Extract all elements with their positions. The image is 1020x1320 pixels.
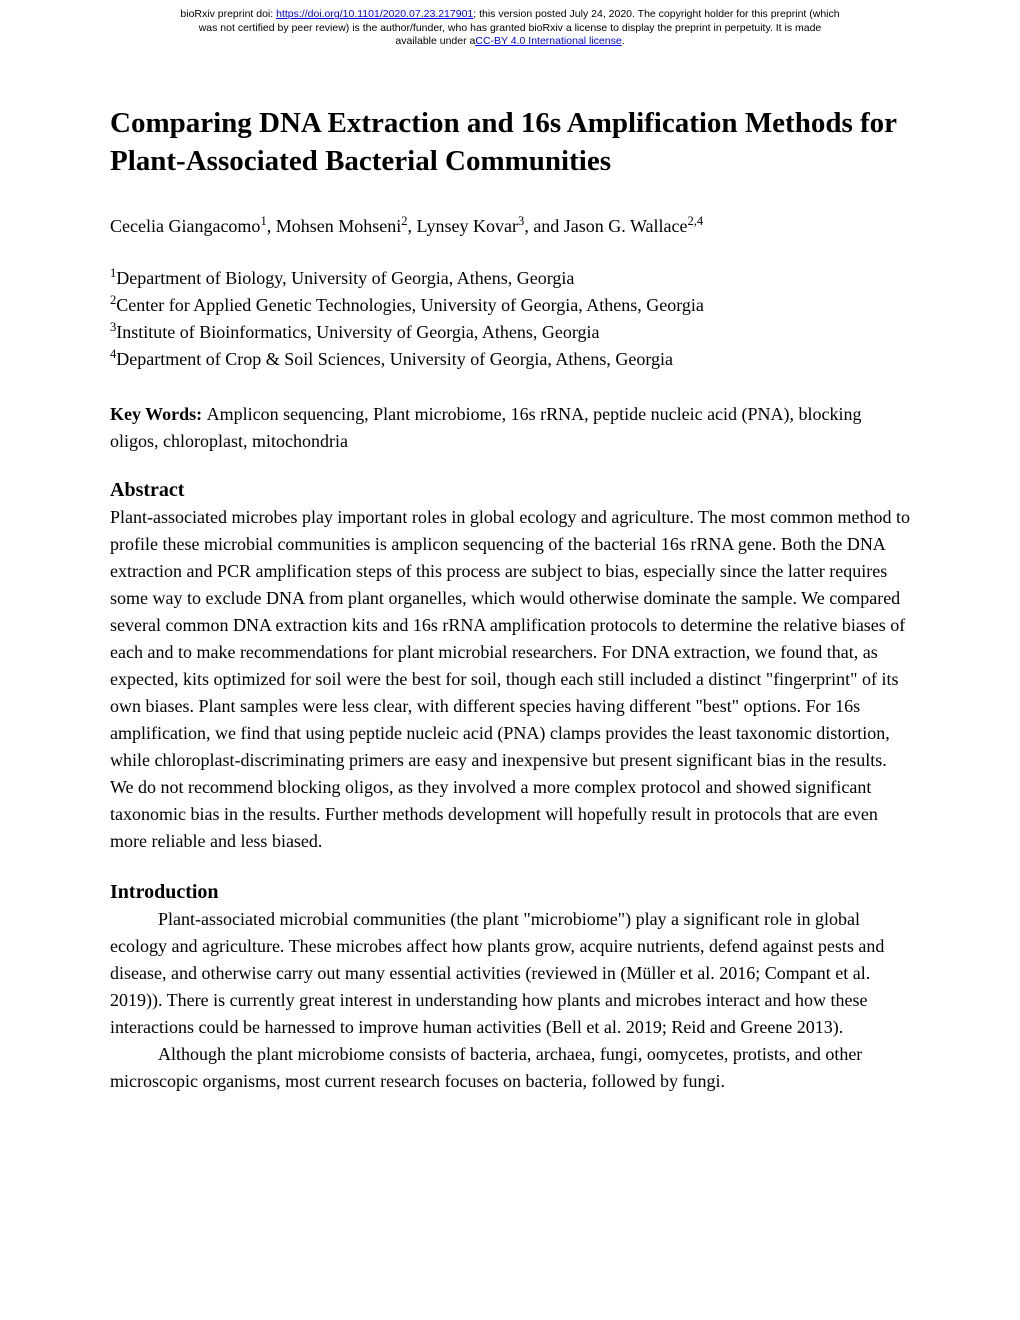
abstract-body: Plant-associated microbes play important… xyxy=(110,504,910,855)
paper-title: Comparing DNA Extraction and 16s Amplifi… xyxy=(110,105,910,180)
page-content: Comparing DNA Extraction and 16s Amplifi… xyxy=(0,53,1020,1095)
affiliation-line: 3Institute of Bioinformatics, University… xyxy=(110,319,910,346)
affiliation-line: 1Department of Biology, University of Ge… xyxy=(110,265,910,292)
banner-line2: was not certified by peer review) is the… xyxy=(199,22,822,34)
affiliation-line: 4Department of Crop & Soil Sciences, Uni… xyxy=(110,346,910,373)
intro-paragraph-2: Although the plant microbiome consists o… xyxy=(110,1041,910,1095)
intro-para1-text: Plant-associated microbial communities (… xyxy=(110,909,884,1037)
keywords-block: Key Words: Amplicon sequencing, Plant mi… xyxy=(110,401,910,455)
banner-line3-suffix: . xyxy=(622,35,625,47)
intro-para2-text: Although the plant microbiome consists o… xyxy=(110,1044,862,1091)
introduction-heading: Introduction xyxy=(110,881,910,904)
keywords-text: Amplicon sequencing, Plant microbiome, 1… xyxy=(110,404,862,451)
keywords-label: Key Words: xyxy=(110,404,207,424)
banner-line1-prefix: bioRxiv preprint doi: xyxy=(180,8,276,20)
authors-line: Cecelia Giangacomo1, Mohsen Mohseni2, Ly… xyxy=(110,216,910,237)
intro-paragraph-1: Plant-associated microbial communities (… xyxy=(110,906,910,1041)
doi-link[interactable]: https://doi.org/10.1101/2020.07.23.21790… xyxy=(276,8,473,20)
banner-line1-suffix: ; this version posted July 24, 2020. The… xyxy=(473,8,839,20)
abstract-heading: Abstract xyxy=(110,479,910,502)
banner-line3-prefix: available under a xyxy=(395,35,475,47)
preprint-banner: bioRxiv preprint doi: https://doi.org/10… xyxy=(0,0,1020,53)
affiliations-block: 1Department of Biology, University of Ge… xyxy=(110,265,910,373)
license-link[interactable]: CC-BY 4.0 International license xyxy=(475,35,621,47)
affiliation-line: 2Center for Applied Genetic Technologies… xyxy=(110,292,910,319)
